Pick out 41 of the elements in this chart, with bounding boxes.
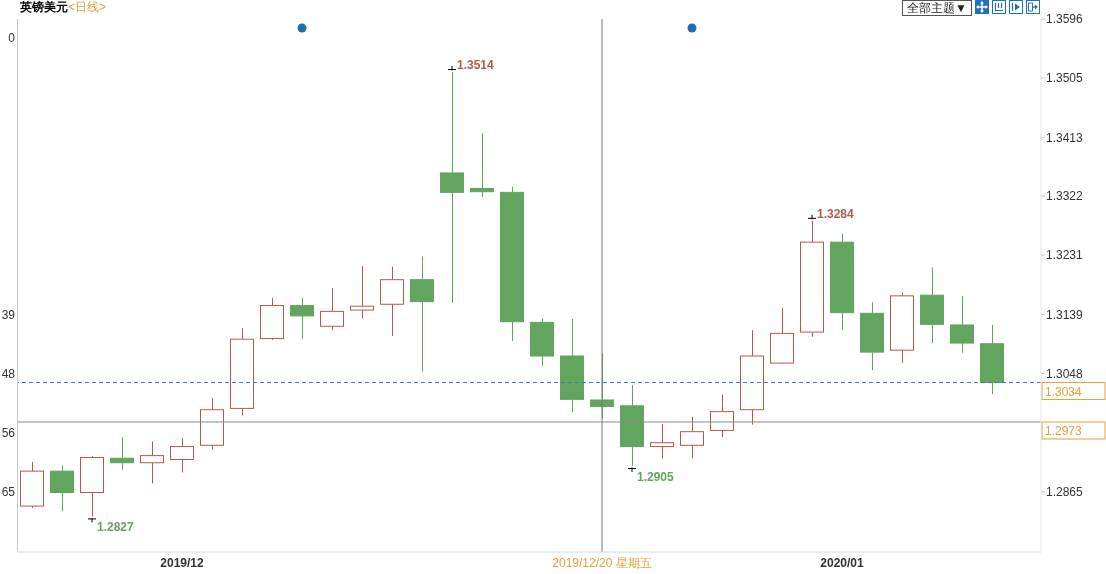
text: 39 (0, 308, 15, 322)
chart-subtitle: <日线> (68, 0, 107, 14)
y-tick-label: 1.3505 (1046, 71, 1084, 86)
y-tick-label: 1.3231 (1046, 248, 1084, 263)
y-tick-label: 1.3413 (1046, 130, 1084, 145)
x-tick-label: 2019/12/20 星期五 (552, 556, 652, 570)
candlestick (560, 318, 584, 413)
text: 全部主题▼ (902, 0, 972, 16)
ref-line-label: 1.2973 (1045, 423, 1083, 438)
text: 56 (0, 426, 15, 440)
y-tick-label: 1.3596 (1046, 12, 1084, 27)
annotation: 1.3514 (457, 58, 495, 73)
x-tick-label: 2020/01 (820, 556, 865, 570)
candlestick (80, 457, 104, 517)
annotation: 1.3284 (817, 206, 855, 221)
candlestick (230, 327, 254, 417)
chart-title: 英镑美元 (20, 0, 68, 14)
candlestick (110, 436, 134, 471)
candlestick (980, 324, 1004, 395)
candlestick (650, 423, 674, 460)
candlestick (140, 440, 164, 484)
x-tick-label: 2019/12 (160, 556, 205, 570)
candlestick (170, 437, 194, 473)
candlestick (380, 266, 404, 337)
annotation: 1.2827 (97, 520, 135, 535)
candlestick (410, 255, 434, 373)
ref-line-label: 1.3034 (1045, 384, 1083, 399)
annotation: 1.2905 (637, 469, 675, 484)
candlestick (530, 317, 554, 367)
text: 48 (0, 367, 15, 381)
candlestick (920, 266, 944, 344)
candlestick (950, 295, 974, 354)
y-tick-label: 1.3048 (1046, 366, 1084, 381)
candlestick (830, 233, 854, 331)
y-tick-label: 1.2865 (1046, 485, 1084, 500)
y-tick-label: 1.3139 (1046, 307, 1084, 322)
candlestick (470, 132, 494, 198)
text: 0 (7, 31, 15, 45)
text: 65 (0, 485, 15, 499)
candlestick (860, 301, 884, 371)
y-tick-label: 1.3322 (1046, 189, 1084, 204)
